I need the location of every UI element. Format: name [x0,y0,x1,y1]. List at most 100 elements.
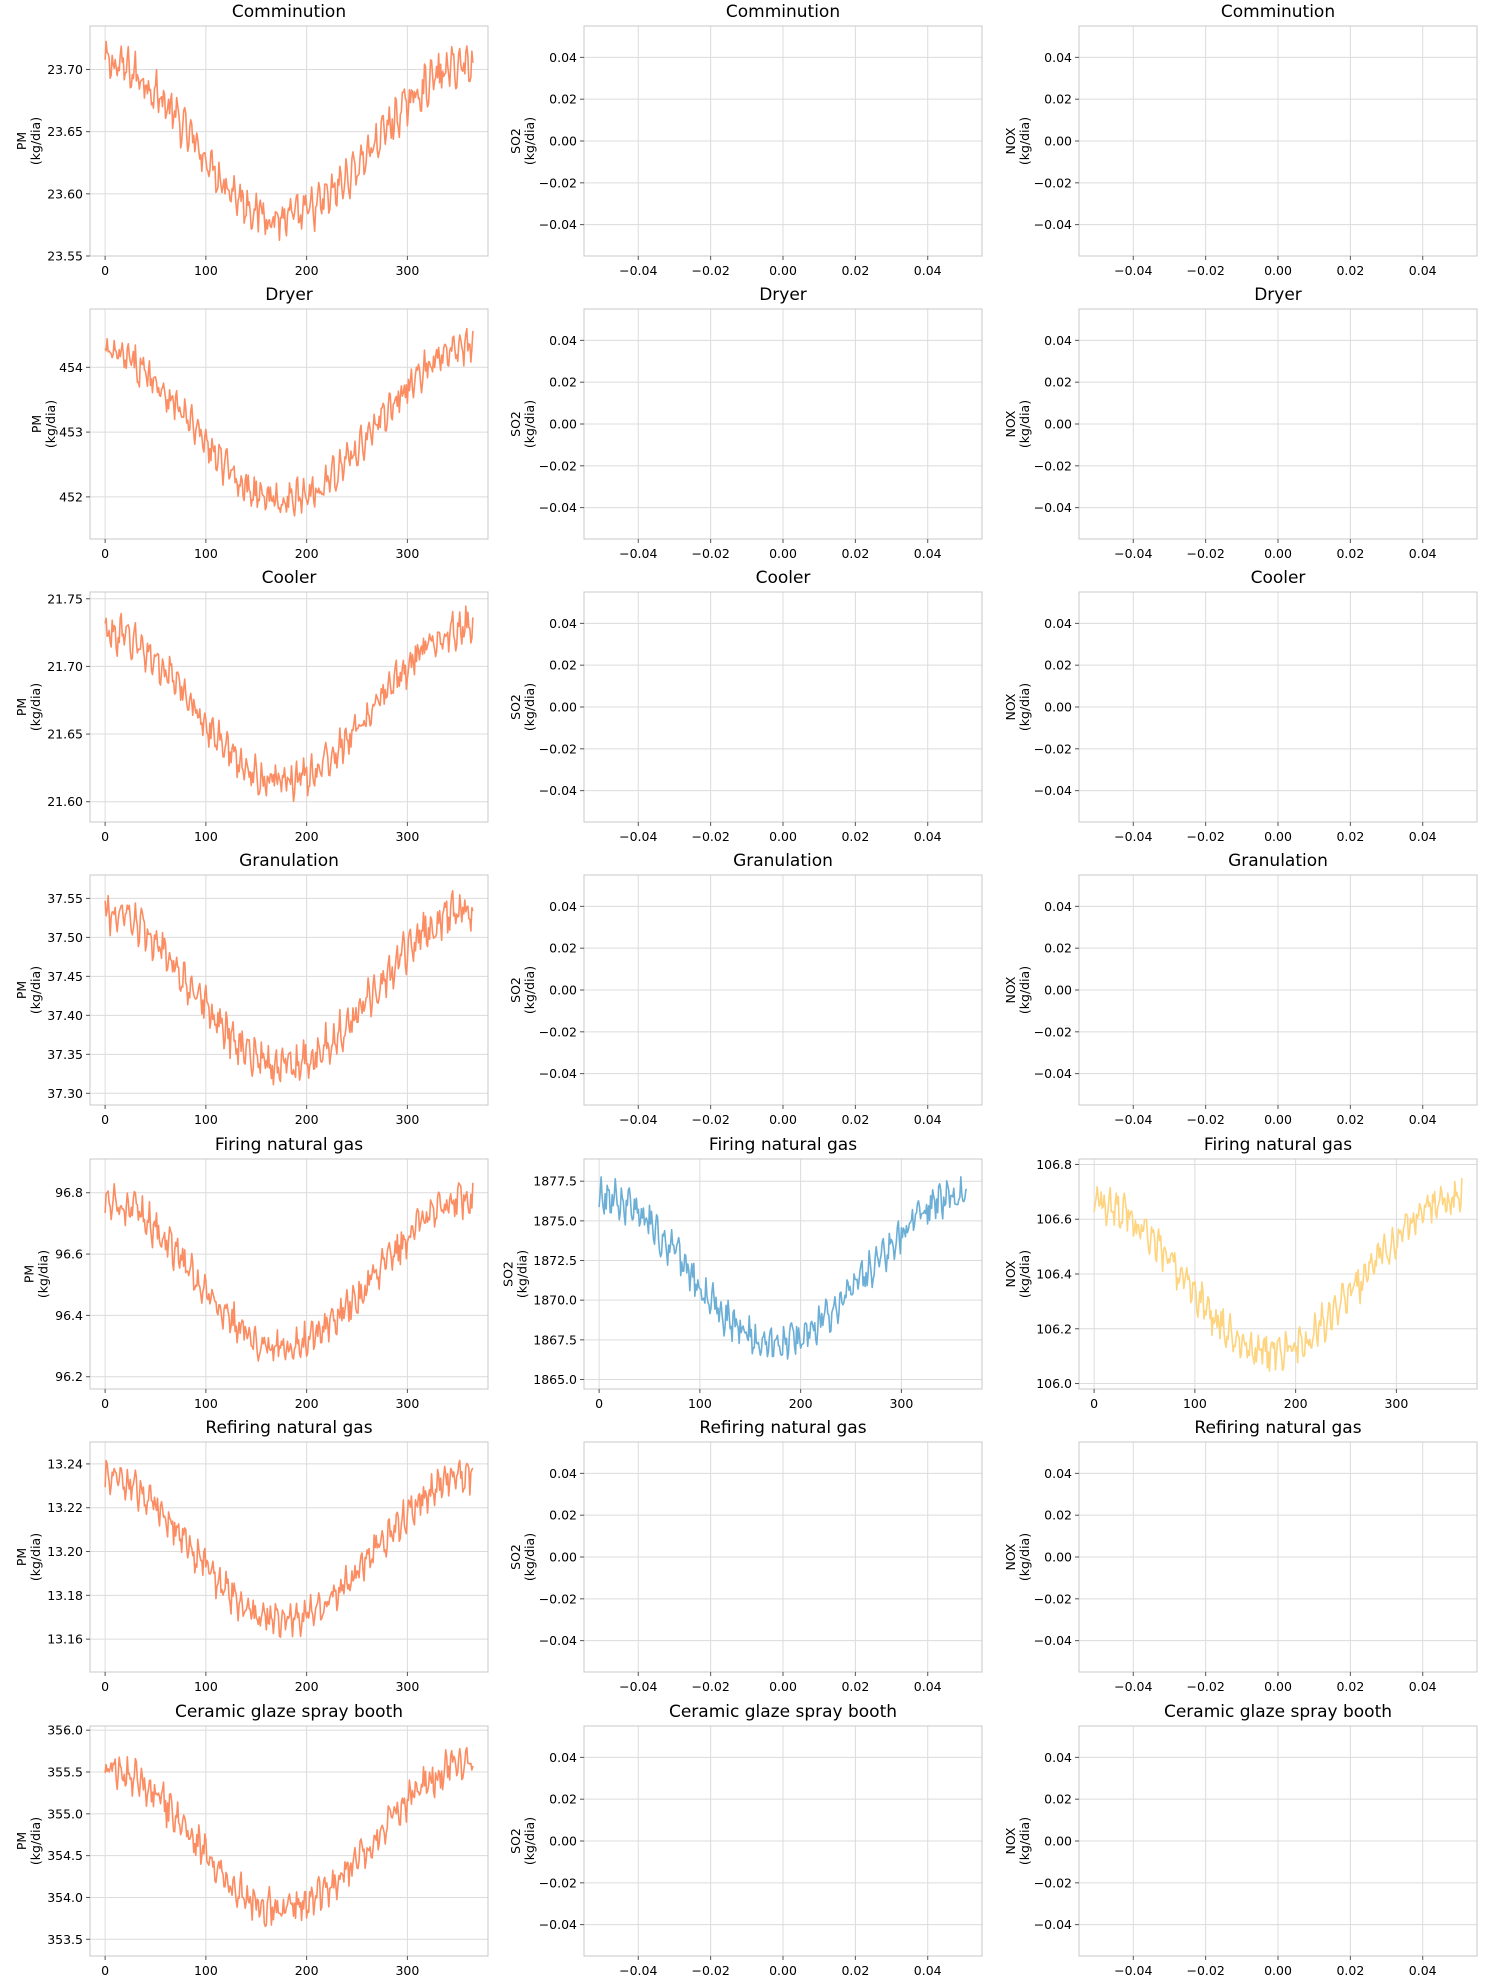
x-tick-label: 100 [194,546,218,561]
y-axis-label-unit: (kg/dia) [1017,1817,1032,1865]
y-tick-label: 13.24 [47,1456,83,1471]
pm-series-line [104,1182,474,1362]
subplot-4-2: −0.04 −0.02 0.00 0.02 0.04 −0.04 −0.02 0.00 0.02… [508,851,983,1127]
axes-frame [89,1158,489,1390]
y-axis-label-unit: (kg/dia) [36,1250,51,1298]
x-tick-label: −0.02 [691,546,729,561]
y-tick-label: 0.02 [549,92,577,107]
subplot-title: Dryer [265,285,313,305]
pm-series-line [104,1746,474,1928]
x-tick-label: 0.00 [769,546,797,561]
y-tick-label: 0.04 [1044,899,1072,914]
y-tick-label: 452 [59,489,83,504]
x-tick-label: 0.00 [1264,263,1292,278]
y-axis-label: NOX(kg/dia) [1003,683,1032,731]
y-tick-label: 0.02 [549,375,577,390]
y-axis-label-quantity: NOX [1003,693,1018,720]
x-tick-label: 300 [395,1112,419,1127]
x-tick-label: −0.02 [691,263,729,278]
x-tick-label: 100 [194,1679,218,1694]
x-tick-label: 0.00 [769,1679,797,1694]
y-axis-label-quantity: SO2 [508,128,523,154]
y-axis-label-unit: (kg/dia) [28,966,43,1014]
pm-series-line [104,890,474,1086]
y-tick-label: 13.22 [47,1500,83,1515]
y-tick-label: 37.35 [47,1047,83,1062]
y-axis-label-quantity: PM [22,1265,37,1283]
y-tick-label: 96.8 [55,1185,83,1200]
y-tick-label: 21.65 [47,727,83,742]
y-tick-label: 106.6 [1036,1212,1072,1227]
y-tick-label: 454 [59,360,83,375]
y-tick-label: 23.70 [47,62,83,77]
x-tick-label: 0.02 [841,546,869,561]
x-tick-label: 0.02 [1336,546,1364,561]
x-tick-label: 0 [101,829,109,844]
y-axis-label: PM(kg/dia) [14,1533,43,1581]
y-tick-label: 0.02 [1044,92,1072,107]
y-tick-label: 23.55 [47,249,83,264]
x-tick-label: 0 [101,1396,109,1411]
y-tick-label: 0.00 [549,1550,577,1565]
y-tick-label: 1872.5 [533,1253,577,1268]
axes-frame [89,25,489,257]
y-tick-label: 1875.0 [533,1213,577,1228]
x-tick-label: −0.02 [691,1112,729,1127]
axes-frame [89,1725,489,1957]
x-tick-label: 0.04 [914,829,942,844]
subplot-7-3: −0.04 −0.02 0.00 0.02 0.04 −0.04 −0.02 0.00 0.02… [1003,1702,1478,1978]
y-axis-label-quantity: NOX [1003,127,1018,154]
pm-series-line [104,1459,474,1638]
y-axis-label: NOX(kg/dia) [1003,966,1032,1014]
y-axis-label-quantity: NOX [1003,976,1018,1003]
y-tick-label: 0.00 [549,983,577,998]
y-tick-label: 106.0 [1036,1376,1072,1391]
subplot-2-3: −0.04 −0.02 0.00 0.02 0.04 −0.04 −0.02 0.00 0.02… [1003,285,1478,561]
subplot-title: Comminution [232,2,346,22]
y-axis-label-unit: (kg/dia) [522,683,537,731]
y-axis-label-quantity: PM [14,698,29,716]
y-tick-label: −0.02 [539,175,577,190]
y-tick-label: −0.04 [1034,500,1072,515]
y-axis-label-unit: (kg/dia) [522,966,537,1014]
y-tick-label: 0.02 [549,1508,577,1523]
y-axis-label-unit: (kg/dia) [1017,966,1032,1014]
x-tick-label: 0.00 [769,1112,797,1127]
x-tick-label: 0.02 [841,1112,869,1127]
subplot-title: Granulation [1228,851,1328,871]
subplot-title: Dryer [759,285,807,305]
x-tick-label: −0.02 [1186,1679,1224,1694]
y-tick-label: −0.04 [539,783,577,798]
x-tick-label: 0.00 [1264,546,1292,561]
x-tick-label: 100 [194,829,218,844]
y-tick-label: 1877.5 [533,1174,577,1189]
x-tick-label: 200 [789,1396,813,1411]
x-tick-label: 0.02 [1336,1112,1364,1127]
y-tick-label: 106.8 [1036,1157,1072,1172]
y-tick-label: 1870.0 [533,1293,577,1308]
x-tick-label: 0.04 [1409,1112,1437,1127]
x-tick-label: 100 [688,1396,712,1411]
pm-series-line [104,605,474,803]
x-tick-label: 0.02 [841,1963,869,1978]
y-axis-label-quantity: PM [14,132,29,150]
x-tick-label: 300 [395,1679,419,1694]
y-tick-label: 37.50 [47,930,83,945]
x-tick-label: 100 [1183,1396,1207,1411]
y-axis-label-quantity: SO2 [500,1261,515,1287]
x-tick-label: 100 [194,1112,218,1127]
y-axis-label-quantity: PM [14,1832,29,1850]
y-axis-label: SO2(kg/dia) [500,1250,529,1298]
y-axis-label-quantity: NOX [1003,410,1018,437]
y-tick-label: 96.2 [55,1369,83,1384]
y-tick-label: 0.02 [1044,1508,1072,1523]
x-tick-label: 0.04 [1409,829,1437,844]
subplot-title: Firing natural gas [1204,1135,1352,1155]
x-tick-label: −0.04 [1114,1679,1152,1694]
y-tick-label: −0.02 [1034,1875,1072,1890]
x-tick-label: 0.04 [1409,1679,1437,1694]
y-axis-label-unit: (kg/dia) [522,117,537,165]
x-tick-label: 0.02 [1336,263,1364,278]
x-tick-label: −0.04 [619,546,657,561]
y-tick-label: 0.04 [549,616,577,631]
